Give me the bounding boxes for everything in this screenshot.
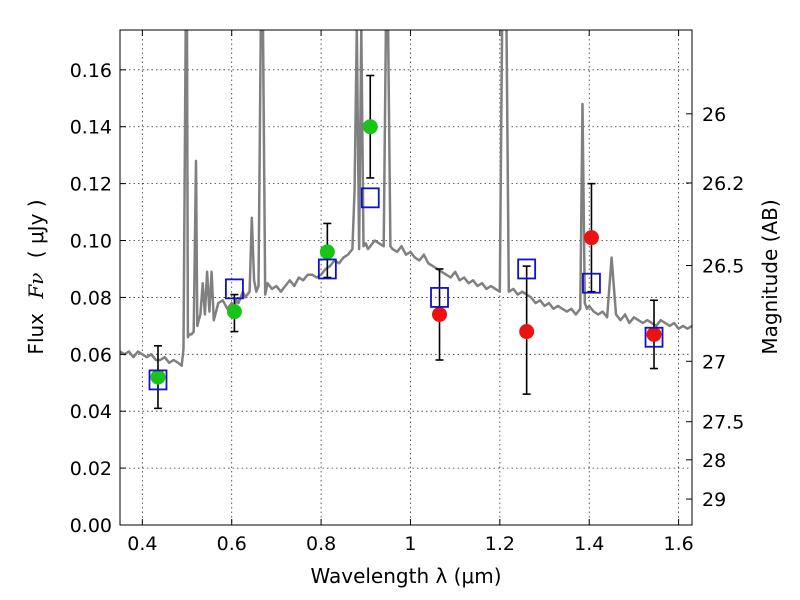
x-tick-label: 0.8: [306, 533, 336, 555]
x-tick-label: 1: [404, 533, 416, 555]
red-circle-point: [432, 306, 448, 322]
blue-square-point: [430, 287, 449, 308]
green-circle-point: [150, 369, 166, 385]
y-axis-label: Flux Fν ( μJy ): [24, 199, 48, 354]
axis-ticks: 0.4 0.6 0.8 1 1.2 1.4 1.6 0.00 0.02 0.04 0.06 0.08 0…: [70, 30, 744, 555]
y-tick-label: 0.16: [70, 60, 112, 82]
right-tick-label: 26.2: [702, 173, 744, 195]
y-tick-label: 0.10: [70, 231, 112, 253]
y-tick-label: 0.14: [70, 117, 112, 139]
y-tick-label: 0.04: [70, 401, 112, 423]
right-tick-label: 27: [702, 351, 726, 373]
blue-square-point: [317, 258, 337, 280]
right-tick-label: 29: [702, 489, 726, 511]
y-axis-label-variable: Fν: [24, 273, 48, 300]
y-axis-label-unit: ( μJy ): [24, 199, 48, 258]
right-tick-label: 26: [702, 104, 726, 126]
x-axis-label: Wavelength λ (μm): [310, 564, 501, 588]
green-circle-point: [226, 304, 242, 320]
blue-square-point: [582, 272, 601, 294]
right-tick-label: 28: [702, 450, 726, 472]
x-tick-label: 1.2: [485, 533, 515, 555]
data-markers: [148, 119, 664, 391]
y-tick-label: 0.12: [70, 174, 112, 196]
y-tick-label: 0.08: [70, 287, 112, 309]
model-spectrum: [120, 30, 692, 367]
x-tick-label: 0.4: [127, 533, 157, 555]
y-tick-label: 0.02: [70, 458, 112, 480]
green-circle-point: [362, 119, 378, 135]
y-axis-label-prefix: Flux: [24, 313, 48, 355]
x-tick-label: 1.4: [574, 533, 604, 555]
red-circle-point: [583, 230, 599, 246]
blue-square-point: [517, 258, 537, 280]
green-circle-point: [319, 244, 335, 260]
spectrum-line: [120, 30, 692, 367]
y-tick-label: 0.06: [70, 344, 112, 366]
blue-square-point: [644, 326, 664, 348]
right-axis-label: Magnitude (AB): [758, 199, 782, 354]
blue-square-point: [148, 369, 168, 391]
right-tick-label: 26.5: [702, 256, 744, 278]
plot-frame: [119, 29, 693, 526]
x-tick-label: 1.6: [663, 533, 693, 555]
blue-square-point: [224, 278, 244, 300]
y-tick-label: 0.00: [70, 515, 112, 537]
right-tick-label: 27.5: [702, 412, 744, 434]
red-circle-point: [519, 324, 535, 340]
red-circle-point: [646, 326, 662, 342]
blue-square-point: [360, 187, 380, 209]
x-tick-label: 0.6: [217, 533, 247, 555]
